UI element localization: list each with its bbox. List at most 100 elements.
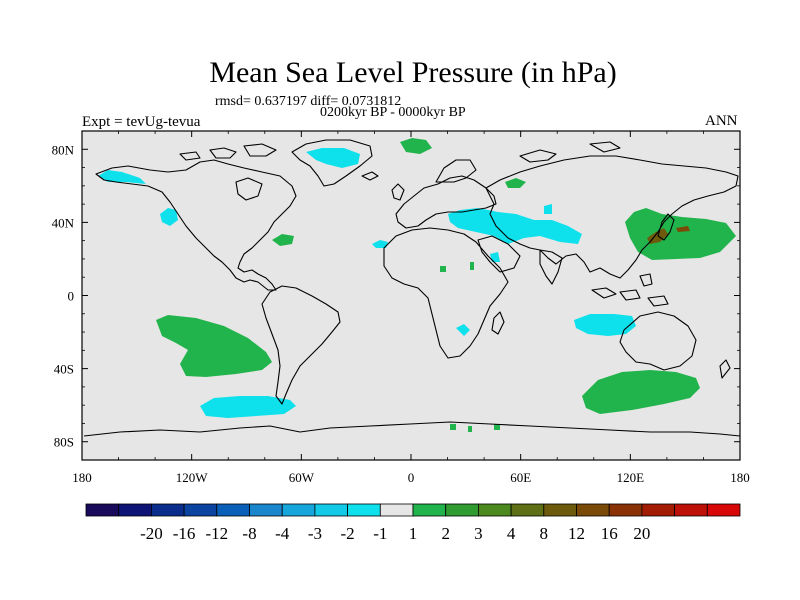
x-tick-label: 120W — [176, 470, 209, 485]
anomaly-atlantic-small — [272, 234, 294, 246]
anomaly-speck-4 — [468, 426, 472, 432]
colorbar-box — [216, 503, 250, 517]
coast-greenland — [291, 139, 373, 187]
coast-new-zealand — [719, 359, 731, 379]
y-tick-label: 40N — [52, 215, 75, 230]
colorbar-box — [118, 503, 152, 517]
colorbar-box — [543, 503, 577, 517]
coast-british-isles — [391, 183, 405, 201]
coast-scandinavia — [435, 159, 477, 183]
period-text: 0200kyr BP - 0000kyr BP — [320, 105, 466, 120]
anomaly-speck-3 — [450, 424, 456, 430]
anomaly-south-pacific — [156, 315, 272, 377]
colorbar-label: 12 — [568, 524, 585, 543]
colorbar-label: 1 — [409, 524, 418, 543]
anomaly-greenland — [306, 148, 360, 168]
coast-africa — [383, 227, 509, 359]
coast-madagascar — [491, 311, 505, 335]
colorbar-label: 16 — [601, 524, 618, 543]
coastlines — [83, 139, 741, 437]
colorbar-box — [706, 503, 741, 517]
stats-text: rmsd= 0.637197 diff= 0.0731812 — [215, 94, 402, 109]
anomaly-japan-core-2 — [676, 226, 690, 232]
colorbar: -20 -16 -12 -8 -4 -3 -2 -1 1 2 3 4 8 12 16 20 — [85, 503, 741, 543]
y-tick-label: 80N — [52, 142, 75, 157]
coast-south-america — [261, 285, 341, 405]
colorbar-box — [249, 503, 283, 517]
colorbar-label: 2 — [441, 524, 450, 543]
colorbar-box — [379, 503, 414, 517]
anomaly-siberia — [505, 178, 526, 188]
colorbar-label: 8 — [540, 524, 549, 543]
y-tick-label: 80S — [54, 435, 74, 450]
colorbar-box — [347, 503, 381, 517]
anomaly-pacific-small — [160, 208, 178, 226]
colorbar-box — [412, 503, 447, 517]
x-tick-label: 180 — [730, 470, 750, 485]
season-label: ANN — [705, 113, 738, 129]
y-tick-label: 0 — [68, 289, 75, 304]
coast-antarctica — [83, 421, 741, 437]
anomaly-speck-1 — [470, 262, 474, 270]
plot-background — [82, 131, 740, 460]
anomaly-southern-ocean — [582, 370, 700, 414]
colorbar-label: -16 — [173, 524, 196, 543]
experiment-label: Expt = tevUg-tevua — [82, 114, 201, 130]
colorbar-label: 4 — [507, 524, 516, 543]
y-axis-ticks: 80N 40N 0 40S 80S — [52, 142, 740, 450]
anomaly-speck-2 — [440, 266, 446, 272]
anomaly-south-pacific-cyan — [200, 396, 296, 418]
colorbar-box — [85, 503, 120, 517]
y-tick-label: 40S — [54, 362, 74, 377]
colorbar-label: -4 — [275, 524, 290, 543]
colorbar-box — [674, 503, 708, 517]
anomaly-patches — [98, 138, 736, 432]
colorbar-box — [150, 503, 185, 517]
x-axis-ticks: 180 120W 60W 0 60E 120E 180 — [72, 131, 750, 485]
x-tick-label: 60W — [289, 470, 315, 485]
coast-indonesia — [591, 273, 669, 307]
anomaly-nw-pacific — [625, 208, 736, 260]
coast-europe — [395, 175, 497, 229]
colorbar-label: -3 — [308, 524, 322, 543]
colorbar-box — [576, 503, 610, 517]
colorbar-box — [314, 503, 348, 517]
coast-hudson-bay — [235, 177, 263, 201]
colorbar-label: -1 — [373, 524, 387, 543]
x-tick-label: 180 — [72, 470, 92, 485]
anomaly-arabian-cyan — [490, 252, 500, 262]
colorbar-box — [445, 503, 479, 517]
colorbar-box — [281, 503, 316, 517]
anomaly-caspian-cyan — [544, 204, 552, 214]
anomaly-med-middle-east — [448, 208, 582, 244]
coast-japan — [657, 213, 675, 241]
anomaly-africa-cyan — [456, 324, 470, 336]
coast-asia — [485, 155, 739, 279]
colorbar-box — [477, 503, 512, 517]
colorbar-label: -8 — [242, 524, 256, 543]
colorbar-box — [510, 503, 545, 517]
coast-iceland — [361, 171, 379, 181]
anomaly-arctic — [400, 138, 432, 154]
anomaly-speck-5 — [494, 424, 500, 430]
colorbar-label: -12 — [205, 524, 228, 543]
coast-arctic-islands — [179, 143, 277, 161]
anomaly-indian-ocean — [574, 314, 636, 336]
coast-siberia-islands — [519, 141, 621, 163]
colorbar-box — [183, 503, 218, 517]
colorbar-box — [641, 503, 676, 517]
x-tick-label: 120E — [617, 470, 645, 485]
x-tick-label: 0 — [408, 470, 415, 485]
x-tick-label: 60E — [510, 470, 531, 485]
colorbar-label: 3 — [474, 524, 483, 543]
chart-title: Mean Sea Level Pressure (in hPa) — [209, 56, 617, 89]
anomaly-atlantic-cyan — [372, 240, 388, 248]
coast-north-america — [95, 159, 297, 291]
colorbar-box — [608, 503, 643, 517]
coast-australia — [619, 311, 697, 371]
coast-arabia — [477, 235, 521, 273]
colorbar-label: -2 — [341, 524, 355, 543]
coast-india — [539, 249, 563, 285]
colorbar-label: 20 — [633, 524, 650, 543]
